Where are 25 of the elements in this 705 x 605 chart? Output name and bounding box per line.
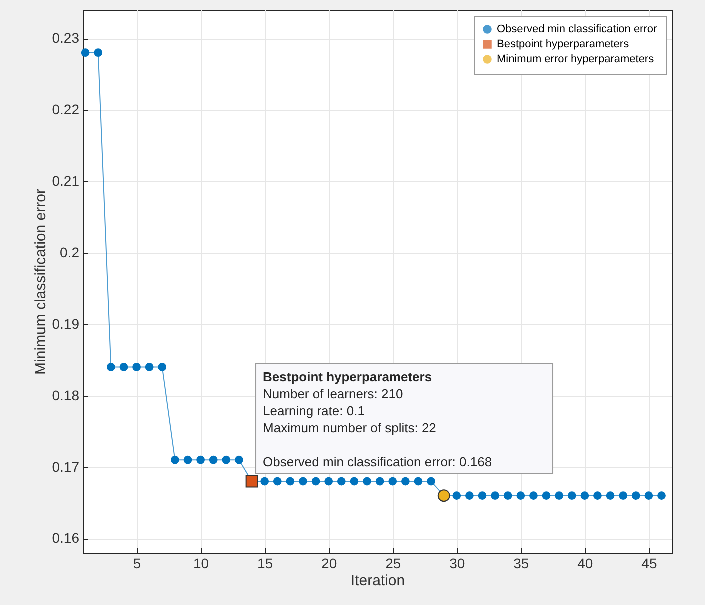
legend-label: Bestpoint hyperparameters [497, 38, 630, 50]
x-tick-label: 30 [450, 556, 466, 572]
x-tick-label: 5 [133, 556, 142, 572]
x-tick-label: 45 [642, 556, 658, 572]
x-tick-label: 20 [322, 556, 338, 572]
y-tick-label: 0.19 [52, 316, 80, 332]
y-axis-title: Minimum classification error [32, 189, 50, 375]
legend-label: Observed min classification error [497, 24, 658, 36]
x-axis-title: Iteration [350, 572, 406, 590]
x-tick-label: 10 [194, 556, 210, 572]
annotation: Observed min classification error: 0.168 [263, 454, 492, 470]
x-tick-label: 35 [514, 556, 530, 572]
y-tick-label: 0.18 [52, 387, 80, 404]
y-tick-label: 0.16 [52, 530, 80, 546]
x-tick-label: 25 [386, 556, 402, 572]
legend-label: Minimum error hyperparameters [497, 54, 655, 66]
y-tick-label: 0.2 [60, 244, 80, 260]
annotation: Number of learners: 210 Learning rate: 0.1 Maximum number of splits: 22 [263, 386, 436, 436]
y-tick-label: 0.17 [52, 458, 80, 475]
x-tick-label: 40 [578, 556, 594, 572]
annotation: Bestpoint hyperparameters [263, 370, 432, 385]
y-tick-label: 0.23 [52, 30, 80, 46]
x-tick-label: 15 [258, 556, 274, 572]
y-tick-label: 0.21 [52, 172, 80, 189]
y-tick-label: 0.22 [52, 102, 80, 118]
